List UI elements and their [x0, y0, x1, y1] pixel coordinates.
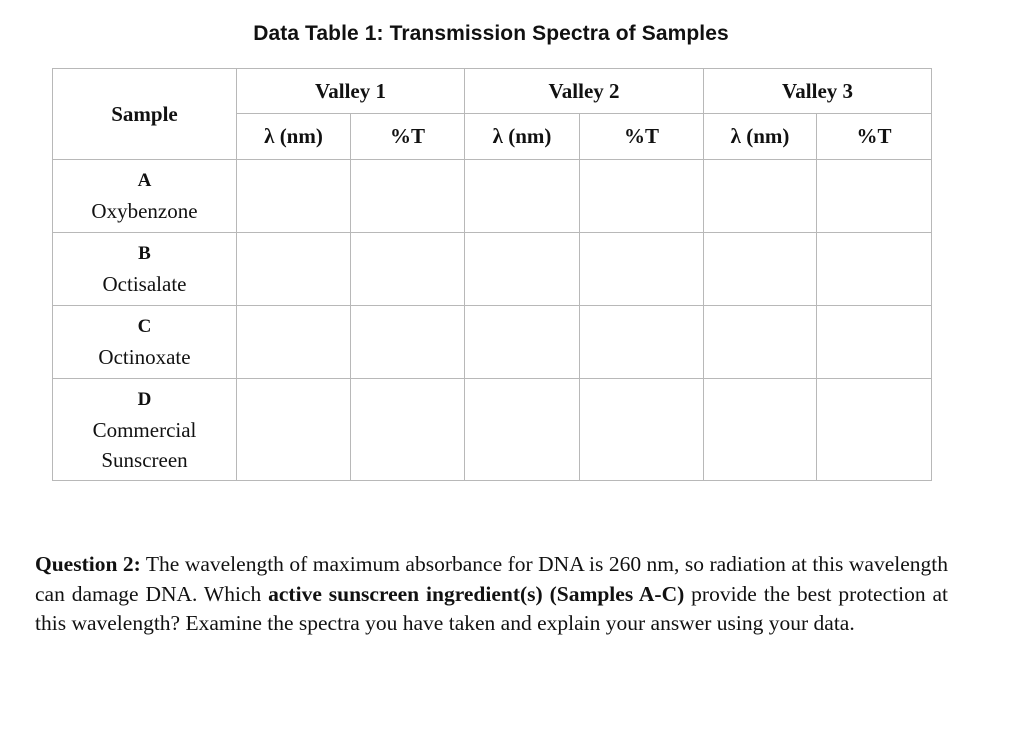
valley-1-transmittance-header: %T — [349, 113, 466, 160]
input-cell[interactable] — [816, 159, 933, 233]
input-cell[interactable] — [703, 305, 818, 379]
valley-2-wavelength-header: λ (nm) — [464, 113, 581, 160]
sample-name: Sunscreen — [101, 447, 188, 472]
sample-letter: A — [137, 170, 152, 191]
input-cell[interactable] — [464, 159, 581, 233]
valley-2-transmittance-header: %T — [579, 113, 705, 160]
question-emphasis: active sunscreen ingredient(s) (Samples … — [268, 581, 685, 606]
input-cell[interactable] — [349, 232, 466, 306]
valley-3-wavelength-header: λ (nm) — [703, 113, 818, 160]
sample-cell-b: B Octisalate — [52, 232, 237, 306]
input-cell[interactable] — [816, 305, 933, 379]
table-row: B Octisalate — [52, 232, 933, 306]
sample-header: Sample — [52, 68, 237, 160]
table-title: Data Table 1: Transmission Spectra of Sa… — [253, 22, 729, 45]
input-cell[interactable] — [816, 232, 933, 306]
input-cell[interactable] — [464, 305, 581, 379]
input-cell[interactable] — [579, 232, 705, 306]
question-2-paragraph: Question 2: The wavelength of maximum ab… — [35, 550, 948, 639]
question-label: Question 2: — [35, 552, 141, 576]
sample-name: Octinoxate — [98, 345, 191, 369]
input-cell[interactable] — [816, 378, 933, 481]
question-text: The wavelength of maximum absorbance for… — [35, 552, 948, 606]
input-cell[interactable] — [349, 159, 466, 233]
data-table: Sample Valley 1 Valley 2 Valley 3 λ (nm)… — [52, 68, 933, 481]
table-row: D Commercial Sunscreen — [52, 378, 933, 481]
input-cell[interactable] — [579, 305, 705, 379]
sample-letter: B — [138, 243, 151, 264]
sample-cell-d: D Commercial Sunscreen — [52, 378, 237, 481]
input-cell[interactable] — [464, 378, 581, 481]
valley-3-header: Valley 3 — [703, 68, 933, 114]
input-cell[interactable] — [703, 159, 818, 233]
input-cell[interactable] — [464, 232, 581, 306]
sample-name: Octisalate — [102, 272, 187, 296]
input-cell[interactable] — [579, 159, 705, 233]
input-cell[interactable] — [236, 159, 351, 233]
table-row: A Oxybenzone — [52, 159, 933, 233]
table-row: C Octinoxate — [52, 305, 933, 379]
valley-3-transmittance-header: %T — [816, 113, 933, 160]
sample-cell-c: C Octinoxate — [52, 305, 237, 379]
sample-name: Commercial — [92, 417, 197, 442]
input-cell[interactable] — [349, 305, 466, 379]
input-cell[interactable] — [579, 378, 705, 481]
sample-letter: D — [137, 388, 152, 410]
header-row-valleys: Sample Valley 1 Valley 2 Valley 3 — [52, 68, 933, 160]
valley-1-header: Valley 1 — [235, 68, 466, 114]
valley-2-header: Valley 2 — [464, 68, 705, 114]
sample-cell-a: A Oxybenzone — [52, 159, 237, 233]
sample-letter: C — [137, 316, 152, 337]
valley-1-wavelength-header: λ (nm) — [236, 113, 351, 160]
input-cell[interactable] — [236, 232, 351, 306]
input-cell[interactable] — [236, 378, 351, 481]
input-cell[interactable] — [703, 232, 818, 306]
question-text: provide the best protection at this wave… — [35, 581, 948, 636]
input-cell[interactable] — [349, 378, 466, 481]
input-cell[interactable] — [703, 378, 818, 481]
input-cell[interactable] — [236, 305, 351, 379]
sample-name: Oxybenzone — [91, 199, 198, 223]
